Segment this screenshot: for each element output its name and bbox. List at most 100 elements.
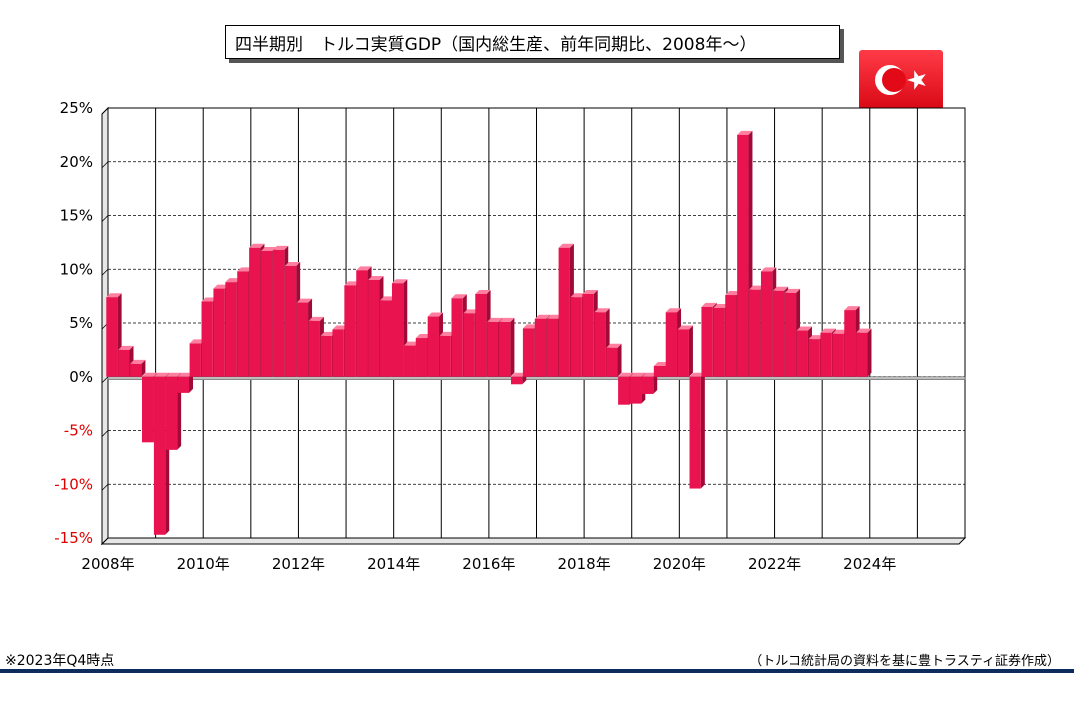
bar-front: [272, 249, 285, 377]
gridline-wall: [101, 430, 109, 437]
x-tick-label: 2010年: [177, 555, 230, 573]
gridline-wall: [101, 107, 109, 115]
bar-front: [118, 349, 130, 377]
bar-front: [261, 250, 273, 377]
bar-front: [213, 288, 225, 377]
bar-top: [677, 325, 693, 330]
bar-top: [130, 359, 146, 364]
bar-side: [617, 343, 622, 377]
bar-top: [237, 267, 253, 272]
bar-front: [641, 376, 654, 394]
bar-front: [487, 321, 499, 377]
x-tick-label: 2024年: [843, 555, 896, 573]
bar-side: [867, 328, 872, 377]
bar-front: [701, 306, 713, 377]
bar-side: [510, 317, 515, 377]
bar-top: [808, 335, 824, 340]
bar-top: [832, 329, 848, 334]
bar-top: [725, 291, 741, 296]
bar-top: [403, 341, 420, 346]
bar-top: [713, 303, 729, 308]
bar-top: [189, 339, 205, 344]
x-tick-label: 2016年: [462, 555, 515, 573]
bar-top: [225, 278, 241, 283]
bar-top: [772, 286, 789, 291]
bar-top: [844, 306, 860, 311]
y-tick-label: -5%: [64, 422, 93, 440]
bar-top: [534, 314, 551, 319]
bar-front: [296, 302, 309, 377]
y-tick-label: 20%: [60, 153, 93, 171]
bar-front: [284, 266, 297, 377]
bar-front: [582, 293, 594, 377]
bar-top: [165, 372, 182, 377]
bar-top: [653, 362, 670, 366]
bar-top: [296, 298, 313, 303]
bar-front: [618, 376, 630, 405]
gridline-wall: [101, 268, 109, 276]
bar-top: [784, 288, 801, 293]
bar-2019Q2: [641, 372, 658, 394]
bar-front: [570, 297, 582, 377]
bottom-rule: [0, 669, 1074, 673]
bar-front: [344, 285, 356, 377]
bar-top: [308, 316, 324, 321]
bar-front: [594, 312, 606, 377]
source-note: （トルコ統計局の資料を基に豊トラスティ証券作成）: [749, 654, 1060, 669]
bar-top: [439, 331, 455, 336]
bar-side: [653, 372, 658, 394]
bar-top: [118, 345, 134, 350]
bar-front: [391, 283, 404, 377]
floor: [100, 537, 967, 545]
bar-front: [808, 339, 820, 377]
y-tick-label: -15%: [54, 529, 93, 547]
gridline-wall: [101, 161, 109, 169]
bar-top: [760, 267, 777, 272]
bar-top: [356, 266, 372, 271]
bar-side: [141, 359, 146, 377]
bar-front: [249, 247, 261, 377]
bar-front: [130, 363, 142, 377]
bar-front: [320, 335, 332, 377]
bar-top: [749, 285, 765, 290]
bar-top: [499, 317, 515, 322]
bar-top: [475, 289, 491, 294]
bar-top: [380, 296, 396, 301]
footnote: ※2023年Q4時点: [5, 653, 115, 669]
bar-front: [522, 328, 535, 377]
bar-top: [641, 372, 658, 377]
bar-top: [332, 325, 348, 330]
bar-side: [688, 325, 693, 377]
bar-2020Q2: [689, 372, 705, 489]
bar-top: [368, 276, 384, 280]
bar-2009Q3: [177, 372, 194, 393]
gridline-wall: [101, 483, 109, 491]
y-tick-label: 5%: [69, 314, 93, 332]
bar-front: [189, 343, 201, 377]
bar-2008Q3: [130, 359, 146, 377]
y-tick-label: 10%: [60, 260, 93, 278]
bar-top: [106, 293, 122, 298]
bar-front: [451, 298, 463, 377]
bar-front: [832, 333, 844, 377]
bar-front: [356, 270, 368, 377]
bar-front: [844, 310, 856, 377]
bar-top: [546, 314, 563, 319]
bar-top: [451, 294, 467, 299]
bar-top: [582, 289, 598, 294]
bar-top: [522, 324, 539, 329]
zero-plane: [107, 376, 966, 381]
bar-front: [546, 318, 559, 377]
bar-front: [499, 321, 511, 377]
y-tick-label: -10%: [54, 475, 93, 493]
bar-top: [344, 281, 360, 286]
bar-front: [165, 376, 178, 450]
bar-front: [439, 335, 451, 377]
bar-top: [737, 130, 753, 135]
gridline-wall: [101, 376, 109, 384]
x-tick-label: 2020年: [653, 555, 706, 573]
bar-top: [606, 343, 622, 348]
bar-top: [249, 243, 265, 248]
bar-front: [749, 289, 761, 377]
bar-front: [380, 300, 392, 377]
